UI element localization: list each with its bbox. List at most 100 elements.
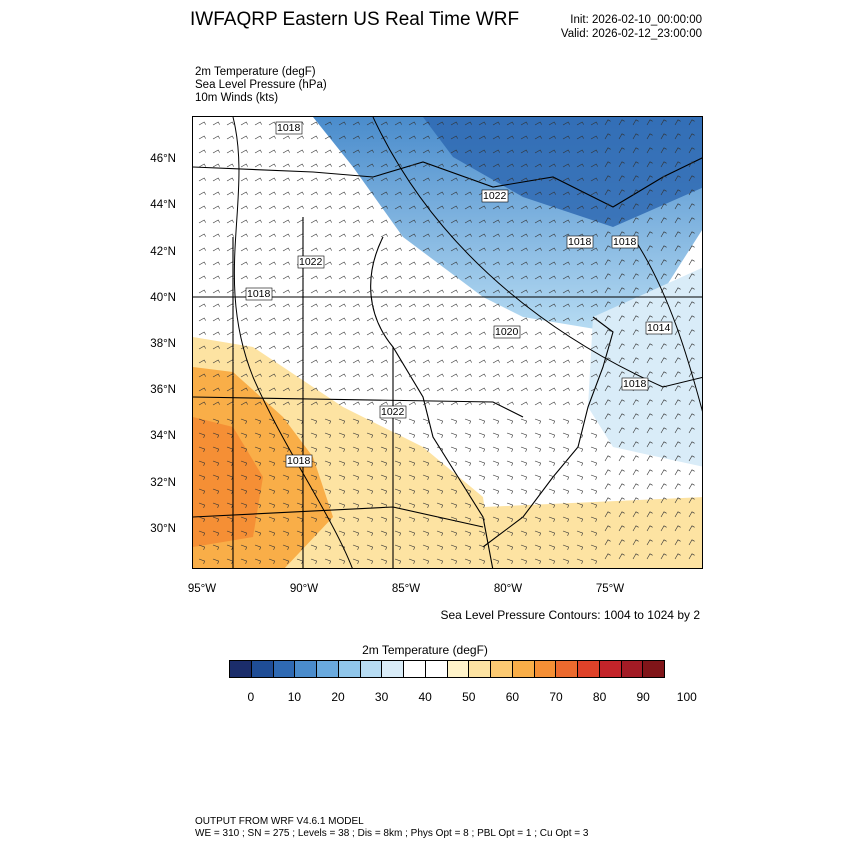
wind-barb [436,418,444,424]
wind-barb [450,149,458,154]
wind-barb [296,275,304,280]
wind-barb [646,147,653,154]
wind-barb [408,317,416,322]
wind-barb [408,219,416,224]
wind-barb [310,432,318,438]
wind-barb [506,558,514,564]
wind-barb [324,149,332,154]
wind-barb [478,261,486,266]
wind-barb [352,488,360,494]
wind-barb [240,373,248,378]
wind-barb [548,401,556,406]
wind-barb [380,387,388,392]
wind-barb [198,488,206,494]
wind-barb [590,303,598,308]
wind-barb [688,469,695,476]
model-footer: OUTPUT FROM WRF V4.6.1 MODEL WE = 310 ; … [195,816,588,840]
wind-barb [646,357,653,364]
wind-barb [268,163,276,168]
init-time: Init: 2026-02-10_00:00:00 [570,14,702,26]
wind-barb [296,163,304,168]
wind-barb [338,275,346,280]
wind-barb [590,191,598,196]
wind-barb [548,233,556,238]
wind-barb [408,502,416,508]
wind-barb [394,516,402,522]
wind-barb [506,530,514,536]
wind-barb [310,135,318,140]
wind-barb [478,460,486,466]
wind-barb [282,331,290,336]
wind-barb [562,544,570,550]
wind-barb [282,345,290,350]
wind-barb [520,345,528,350]
wind-barb [534,247,542,252]
wind-barb [576,359,584,364]
wind-barb [576,149,584,154]
wind-barb [240,275,248,280]
wind-barb [408,275,416,280]
wind-barb [688,525,695,532]
wind-barb [450,121,458,126]
wind-barb [688,553,695,560]
wind-barb [254,418,262,424]
wind-barb [520,303,528,308]
wind-barb [646,231,653,238]
wind-barb [310,345,318,350]
wind-barb [646,413,653,420]
wind-barb [576,488,584,494]
wind-barb [268,516,276,522]
wind-barb [394,205,402,210]
wind-barb [408,121,416,126]
colorbar-swatch [621,661,644,677]
wind-barb [366,261,374,266]
wind-barb [604,161,611,168]
wind-barb [394,233,402,238]
wind-barb [226,401,234,406]
wind-barb [478,516,486,522]
wind-barb [240,446,248,452]
wind-barb [534,233,542,238]
wind-barb [282,432,290,438]
wind-barb [408,177,416,182]
wind-barb [492,135,500,140]
wind-barb [198,387,206,392]
wind-barb [296,317,304,322]
wind-barb [590,149,598,154]
wind-barb [478,163,486,168]
wind-barb [296,516,304,522]
wind-barb [688,511,695,518]
wind-barb [674,147,681,154]
wind-barb [226,345,234,350]
colorbar-title: 2m Temperature (degF) [362,643,488,657]
wind-barb [632,189,639,196]
wind-barb [618,469,625,476]
wind-barb [240,191,248,196]
wind-barb [394,373,402,378]
wind-barb [618,231,625,238]
wind-barb [688,427,695,434]
wind-barb [282,387,290,392]
wind-barb [450,177,458,182]
wind-barb [520,205,528,210]
wind-barb [450,359,458,364]
wind-barb [338,261,346,266]
wind-barb [296,446,304,452]
wind-barb [338,418,346,424]
wind-barb [436,401,444,406]
wind-barb [380,516,388,522]
wind-barb [226,205,234,210]
wind-barb [506,135,514,140]
wind-barb [226,432,234,438]
wind-barb [590,163,598,168]
wind-barb [366,233,374,238]
wind-barb [506,387,514,392]
wind-barb [282,558,290,564]
wind-barb [590,558,598,564]
wind-barb [366,317,374,322]
wind-barb [254,177,262,182]
wind-barb [674,539,681,546]
wind-barb [618,217,625,224]
wind-barb [436,177,444,182]
wind-barb [590,261,598,266]
